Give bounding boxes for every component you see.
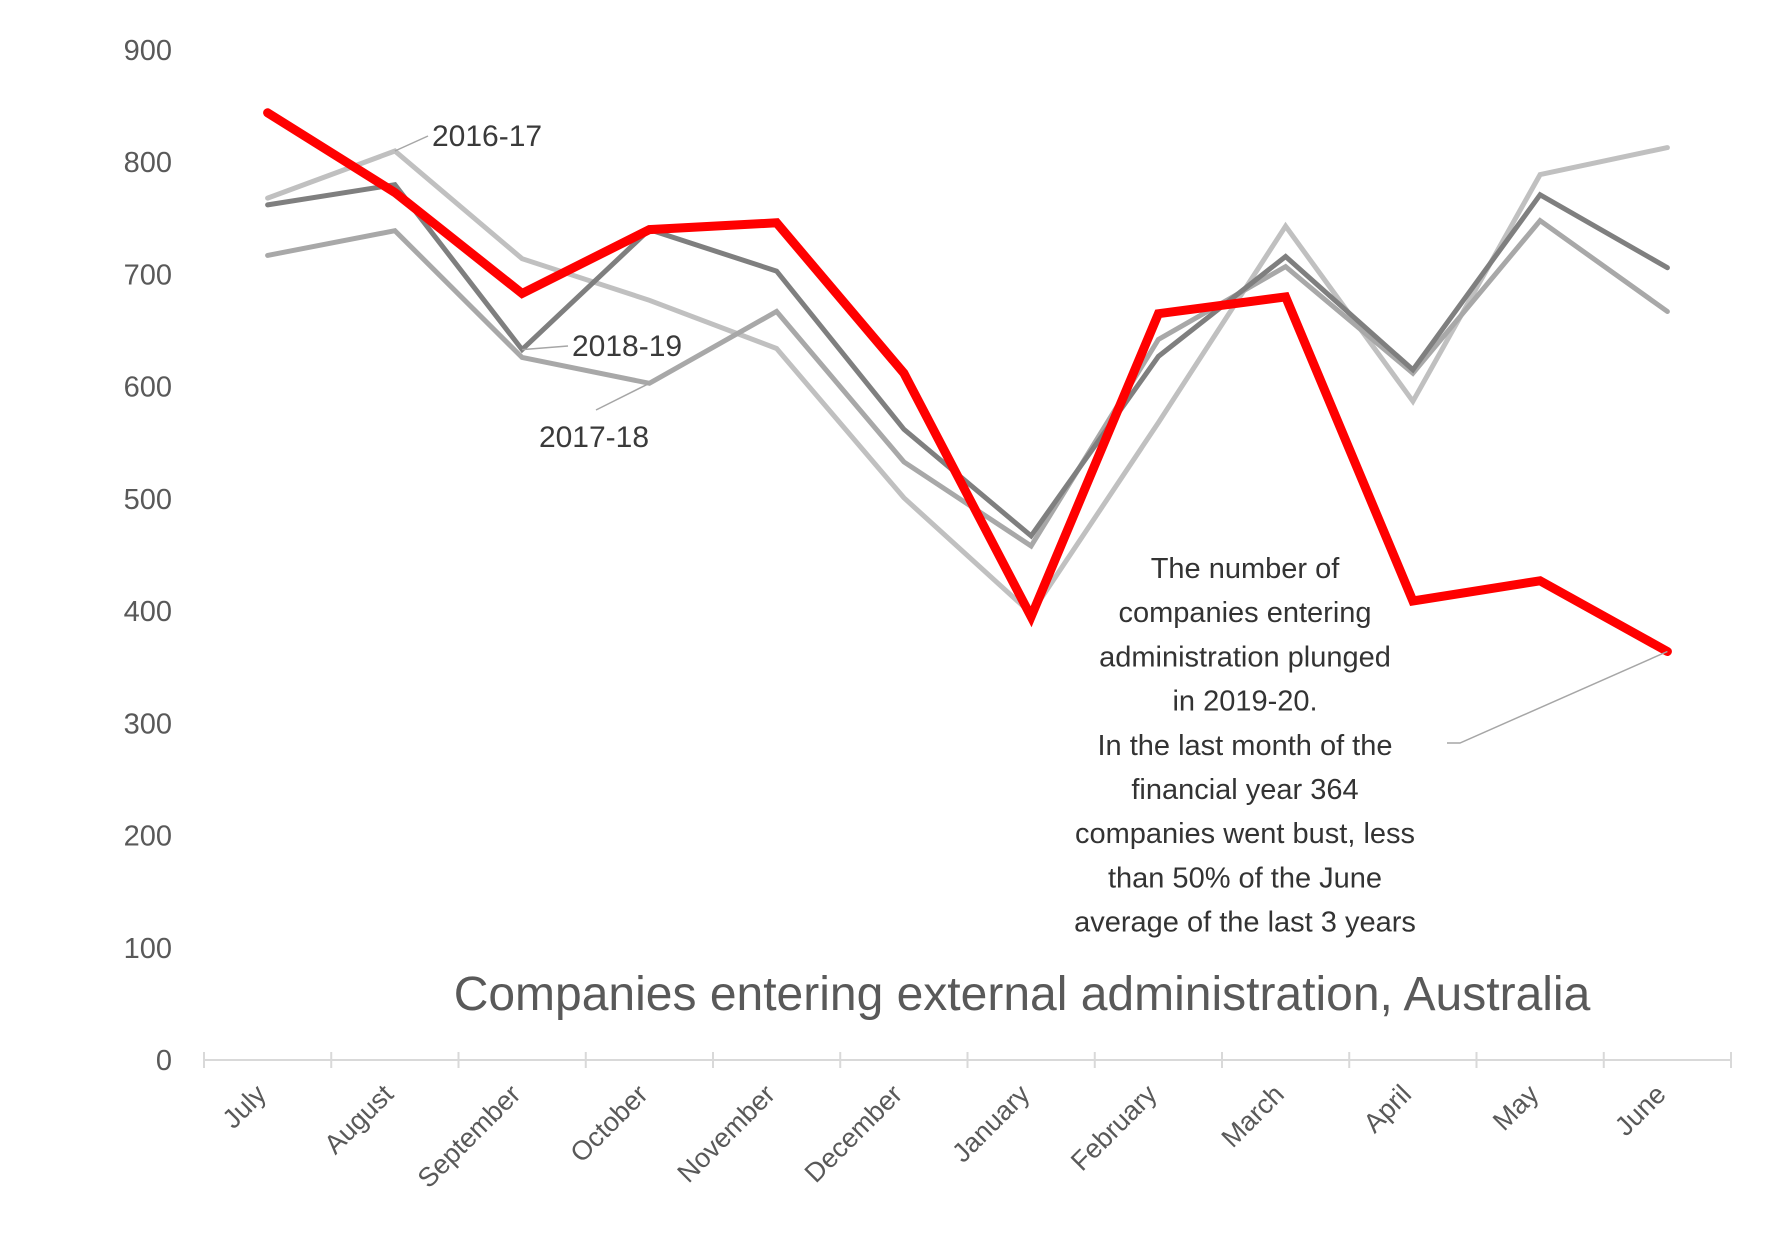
y-tick-label: 600 [124, 372, 172, 404]
series-label-2017-18: 2017-18 [539, 421, 649, 454]
x-tick-label: April [1358, 1079, 1417, 1138]
x-tick-label: December [799, 1079, 908, 1188]
x-tick-label: May [1487, 1079, 1545, 1137]
annotation-line: The number of [1151, 553, 1341, 585]
y-tick-label: 300 [124, 708, 172, 740]
y-axis-ticks: 0 100 200 300 400 500 600 700 800 900 [124, 35, 172, 1077]
y-tick-label: 200 [124, 821, 172, 853]
leader-line-2018-19 [522, 345, 569, 351]
y-tick-label: 900 [124, 35, 172, 67]
x-tick-label: March [1216, 1079, 1290, 1153]
annotation-line: administration plunged [1099, 641, 1391, 673]
x-tick-label: July [217, 1079, 273, 1135]
leader-line-2017-18 [595, 382, 650, 411]
y-tick-label: 800 [124, 147, 172, 179]
annotation-line: companies entering [1118, 597, 1371, 629]
y-tick-label: 0 [156, 1045, 172, 1077]
series-labels: 2016-17 2017-18 2018-19 [432, 120, 682, 454]
annotation-leader-line [1447, 650, 1668, 744]
y-tick-label: 100 [124, 933, 172, 965]
annotation-line: In the last month of the [1097, 730, 1392, 762]
y-tick-label: 500 [124, 484, 172, 516]
series-line-2018-19 [265, 181, 1670, 540]
y-tick-label: 400 [124, 596, 172, 628]
series-label-2018-19: 2018-19 [572, 330, 682, 363]
x-tick-label: September [412, 1079, 527, 1194]
x-tick-label: January [946, 1079, 1035, 1168]
annotation-line: in 2019-20. [1172, 686, 1317, 718]
series-line-2016-17 [265, 145, 1670, 618]
x-axis: July August September October November Decemb… [203, 1052, 1732, 1194]
series-lines [263, 108, 1672, 656]
series-line-2019-20 [263, 108, 1672, 656]
annotation-line: companies went bust, less [1075, 818, 1415, 850]
annotation-line: financial year 364 [1131, 774, 1358, 806]
x-tick-label: November [672, 1079, 781, 1188]
x-tick-label: August [318, 1079, 399, 1160]
leader-line-2016-17 [394, 135, 429, 152]
annotation-line: than 50% of the June [1108, 862, 1382, 894]
y-tick-label: 700 [124, 259, 172, 291]
label-leader-lines [394, 135, 1668, 744]
annotation-text: The number of companies entering administr… [1074, 553, 1416, 939]
series-label-2016-17: 2016-17 [432, 120, 542, 153]
annotation-line: average of the last 3 years [1074, 907, 1416, 939]
x-tick-label: June [1609, 1079, 1672, 1142]
x-tick-label: February [1065, 1079, 1163, 1177]
chart-title: Companies entering external administrati… [454, 968, 1591, 1021]
x-tick-label: October [564, 1079, 653, 1168]
